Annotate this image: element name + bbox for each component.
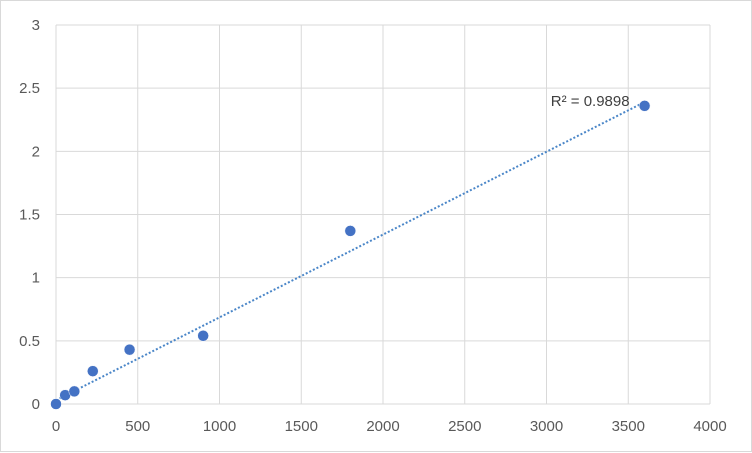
x-tick-label: 1000 [203,418,236,435]
y-tick-label: 2.5 [19,80,40,97]
data-point [68,385,81,398]
y-tick-label: 3 [32,17,40,34]
data-point [197,330,209,342]
data-point [344,225,357,237]
x-tick-label: 1500 [285,418,318,435]
x-tick-label: 0 [52,418,60,435]
y-tick-label: 0 [32,396,40,413]
gridlines [55,24,711,405]
y-axis-tick-labels: 0 0.5 1 1.5 2 2.5 3 [19,17,40,413]
x-tick-label: 500 [125,418,150,435]
x-axis-tick-labels: 0 500 1000 1500 2000 2500 3000 3500 4000 [52,418,727,435]
x-tick-label: 2500 [448,418,481,435]
y-tick-label: 1 [32,270,40,287]
y-tick-label: 2 [32,143,40,160]
x-tick-label: 3500 [612,418,645,435]
trendline [55,101,646,402]
data-point [50,398,62,410]
data-point [87,365,99,377]
x-tick-label: 4000 [693,418,726,435]
r-squared-label: R² = 0.9898 [551,93,630,110]
x-tick-label: 3000 [530,418,563,435]
data-point [123,343,136,356]
y-tick-label: 0.5 [19,333,40,350]
y-tick-label: 1.5 [19,207,40,224]
data-points [50,100,651,410]
data-point [638,100,651,112]
x-tick-label: 2000 [366,418,399,435]
